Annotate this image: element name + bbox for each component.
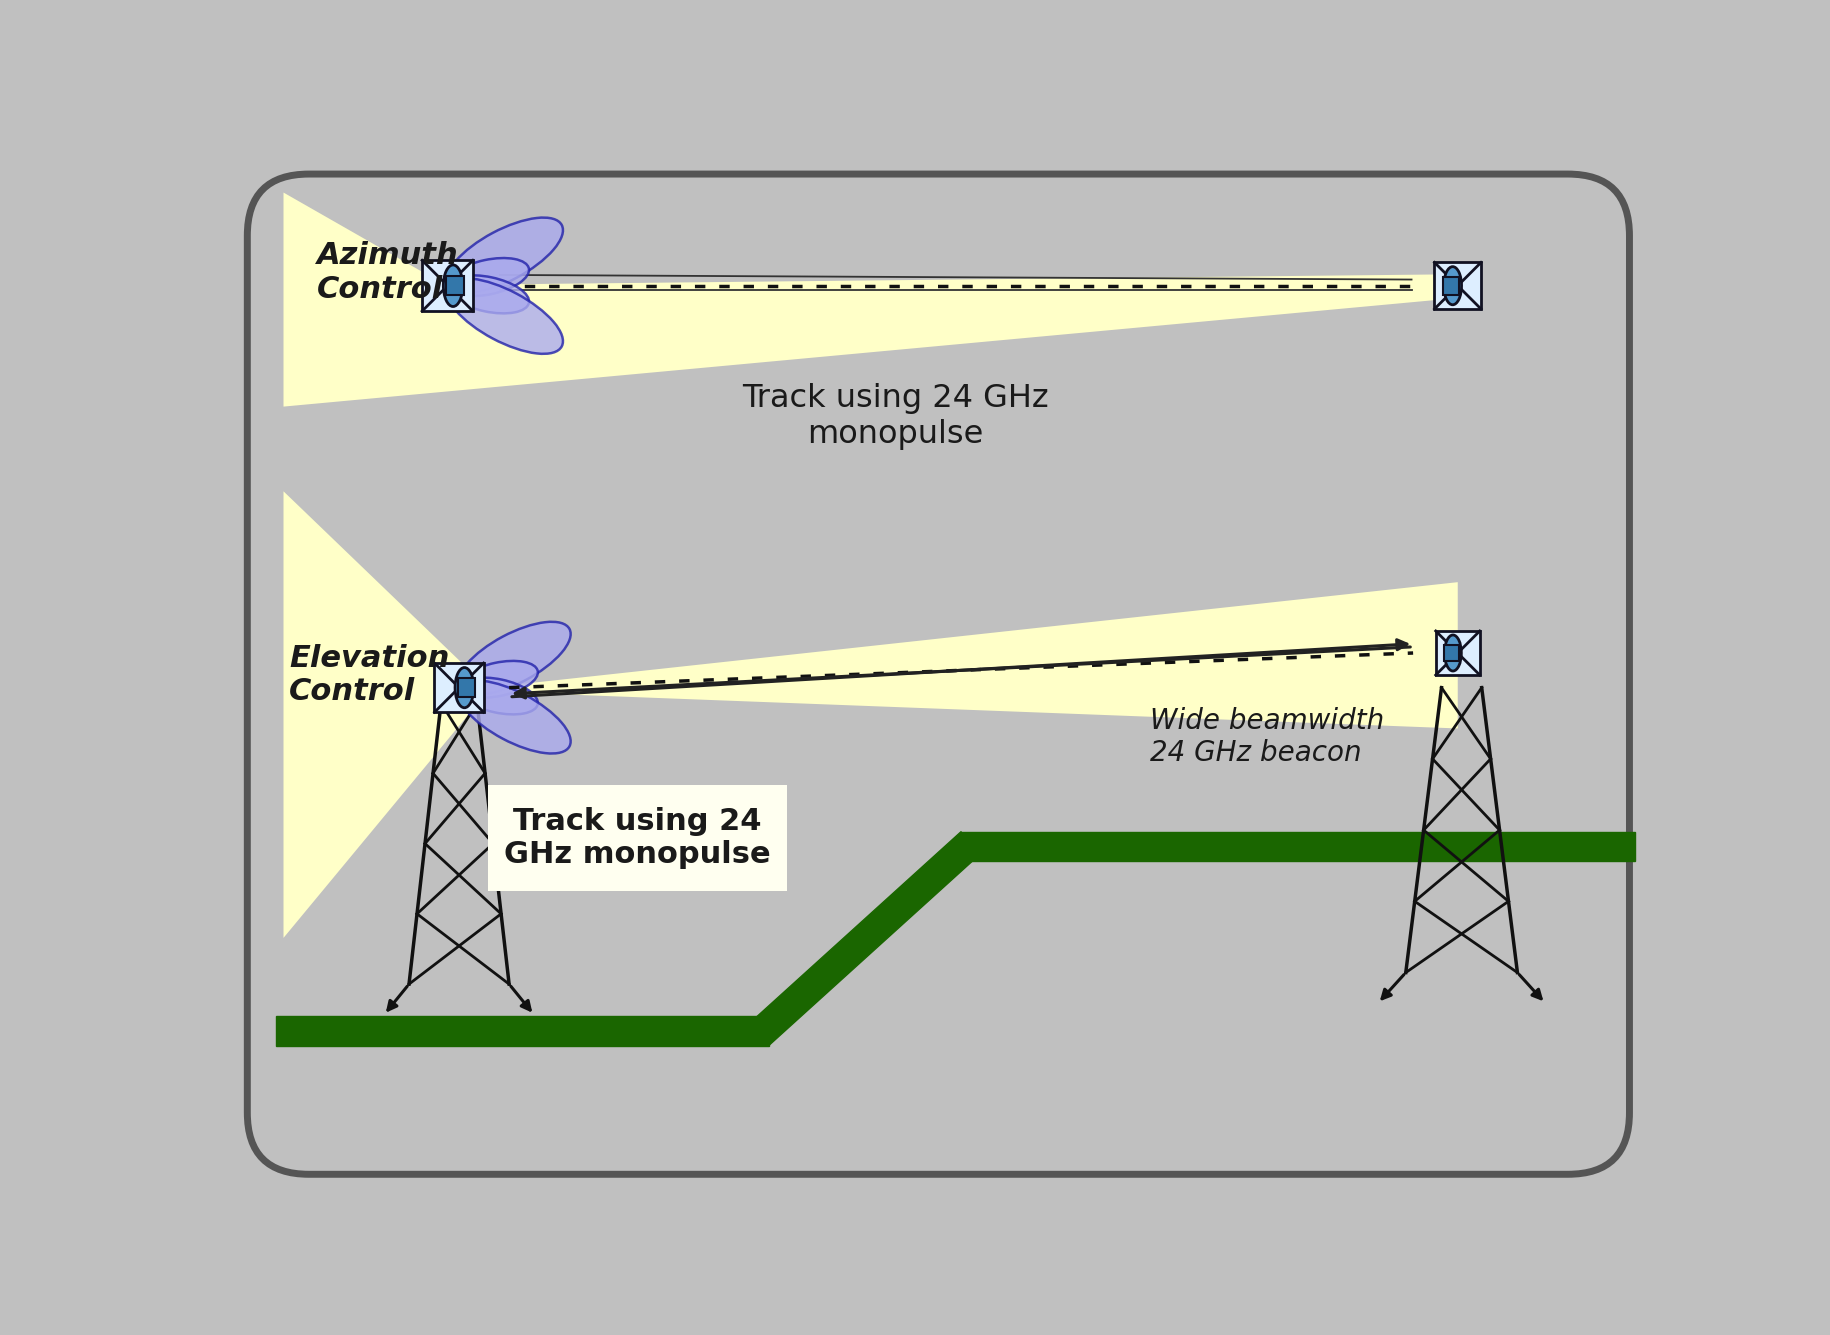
FancyBboxPatch shape	[247, 174, 1629, 1175]
Bar	[434, 663, 483, 712]
FancyBboxPatch shape	[489, 785, 787, 890]
Ellipse shape	[1444, 267, 1460, 304]
Bar	[423, 260, 472, 311]
Ellipse shape	[443, 264, 463, 307]
Polygon shape	[276, 1016, 769, 1045]
Ellipse shape	[458, 681, 571, 753]
Ellipse shape	[459, 678, 538, 714]
Text: Azimuth
Control: Azimuth Control	[317, 242, 458, 303]
Text: Elevation
Control: Elevation Control	[289, 643, 448, 706]
Bar	[1442, 276, 1459, 295]
Bar	[1433, 263, 1480, 308]
Polygon shape	[756, 832, 972, 1045]
Text: Track using 24 GHz
monopulse: Track using 24 GHz monopulse	[741, 383, 1049, 450]
Ellipse shape	[447, 218, 562, 294]
Text: Wide beamwidth
24 GHz beacon: Wide beamwidth 24 GHz beacon	[1149, 708, 1383, 768]
Bar	[447, 276, 463, 295]
Polygon shape	[284, 192, 1464, 407]
Bar	[1435, 631, 1479, 676]
Bar	[458, 678, 474, 697]
Bar	[1442, 645, 1459, 661]
Ellipse shape	[1444, 635, 1460, 672]
Polygon shape	[284, 491, 1457, 939]
Ellipse shape	[447, 278, 562, 354]
Ellipse shape	[456, 668, 474, 708]
Ellipse shape	[447, 275, 529, 314]
Text: Track using 24
GHz monopulse: Track using 24 GHz monopulse	[503, 806, 770, 869]
Polygon shape	[961, 832, 1634, 861]
Ellipse shape	[447, 258, 529, 296]
Ellipse shape	[458, 622, 571, 694]
Ellipse shape	[459, 661, 538, 698]
